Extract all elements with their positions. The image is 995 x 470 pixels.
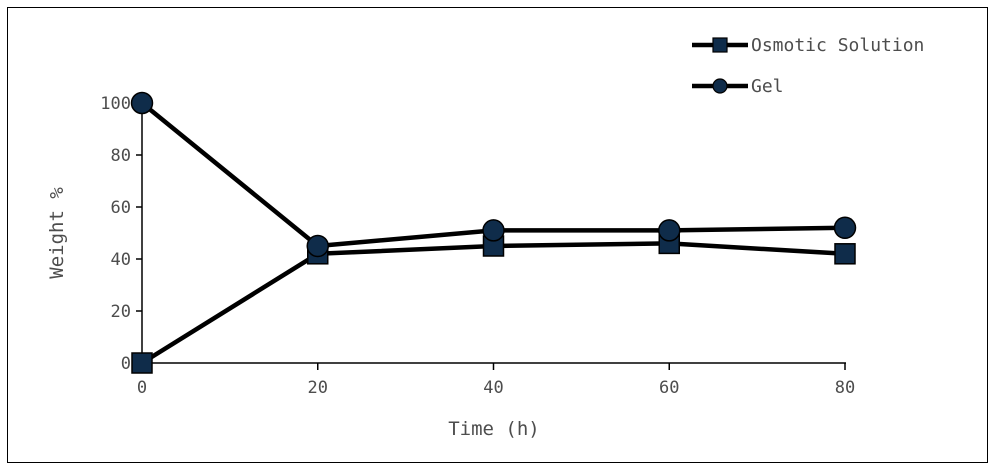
y-tick-label: 80 bbox=[111, 146, 131, 166]
y-tick-label: 60 bbox=[111, 198, 131, 218]
series-1 bbox=[131, 232, 856, 374]
circle-marker bbox=[658, 219, 681, 242]
x-tick-label: 60 bbox=[659, 378, 679, 398]
circle-marker bbox=[482, 219, 505, 242]
legend-label: Osmotic Solution bbox=[751, 35, 924, 56]
square-marker bbox=[131, 352, 153, 374]
axes: 0 20 40 60 80 100 0 20 40 60 80 bbox=[100, 94, 855, 398]
legend-circle-marker bbox=[712, 78, 728, 94]
legend-label: Gel bbox=[751, 76, 784, 97]
legend-item: Gel bbox=[692, 76, 784, 97]
circle-marker bbox=[306, 234, 329, 258]
y-tick-label: 40 bbox=[111, 250, 131, 270]
x-axis-title: Time (h) bbox=[448, 418, 540, 440]
y-tick-label: 20 bbox=[111, 302, 131, 322]
x-tick-label: 80 bbox=[835, 378, 855, 398]
legend: Osmotic Solution Gel bbox=[692, 35, 924, 97]
y-axis-title: Weight % bbox=[46, 187, 68, 279]
series-line bbox=[140, 241, 846, 365]
circle-marker bbox=[130, 91, 154, 115]
legend-square-marker bbox=[712, 37, 728, 53]
series-2 bbox=[130, 91, 857, 258]
x-tick-label: 40 bbox=[483, 378, 503, 398]
series-layer bbox=[130, 91, 857, 374]
legend-item: Osmotic Solution bbox=[692, 35, 924, 56]
square-marker bbox=[834, 243, 856, 265]
y-tick-label: 0 bbox=[121, 354, 131, 374]
circle-marker bbox=[833, 216, 857, 240]
x-tick-label: 0 bbox=[137, 378, 147, 398]
y-tick-label: 100 bbox=[100, 94, 131, 114]
x-tick-label: 20 bbox=[308, 378, 328, 398]
